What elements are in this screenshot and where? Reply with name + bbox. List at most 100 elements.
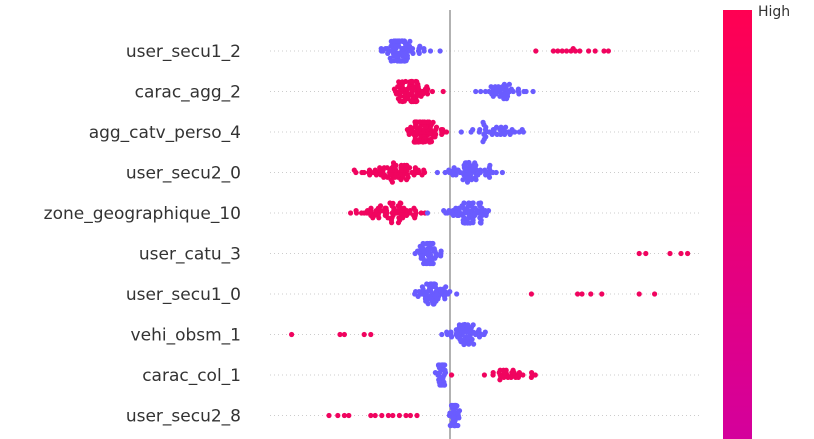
shap-point xyxy=(472,212,478,218)
shap-point xyxy=(443,284,449,290)
shap-point xyxy=(396,412,402,419)
shap-point xyxy=(529,370,535,376)
shap-point xyxy=(478,88,484,95)
grid-lines xyxy=(270,50,700,416)
shap-point xyxy=(403,78,409,85)
shap-point xyxy=(472,205,478,211)
shap-point xyxy=(427,281,434,287)
shap-point xyxy=(351,167,357,173)
shap-point xyxy=(439,382,445,388)
shap-point xyxy=(456,205,462,211)
shap-point xyxy=(476,327,482,333)
shap-point xyxy=(388,58,394,64)
shap-point xyxy=(487,162,493,168)
shap-point xyxy=(446,167,452,173)
shap-point xyxy=(471,341,477,347)
shap-point xyxy=(465,220,471,226)
shap-point xyxy=(403,412,409,419)
shap-point xyxy=(410,50,416,57)
shap-point xyxy=(533,48,539,54)
shap-point xyxy=(434,169,440,176)
shap-point xyxy=(438,253,444,259)
shap-point xyxy=(505,129,512,135)
feature-label: carac_agg_2 xyxy=(135,83,241,103)
shap-point xyxy=(404,212,410,218)
shap-point xyxy=(466,341,472,347)
shap-point xyxy=(408,124,414,130)
shap-point xyxy=(482,167,488,173)
shap-point xyxy=(530,88,536,95)
shap-point xyxy=(586,48,592,54)
shap-point xyxy=(377,203,384,209)
shap-point xyxy=(389,179,395,185)
colorbar xyxy=(723,10,752,439)
shap-point xyxy=(421,167,427,173)
shap-point xyxy=(592,48,598,54)
shap-point xyxy=(555,48,561,54)
shap-point xyxy=(373,172,379,178)
shap-point xyxy=(368,331,374,338)
shap-point xyxy=(559,48,565,54)
shap-point xyxy=(456,322,462,328)
shap-point xyxy=(348,210,354,216)
shap-point xyxy=(461,341,467,348)
shap-point xyxy=(412,215,418,221)
shap-point xyxy=(490,169,496,176)
shap-point xyxy=(376,215,382,221)
shap-point xyxy=(521,88,527,95)
shap-point xyxy=(477,127,483,133)
feature-label: user_secu2_8 xyxy=(126,407,241,427)
shap-point xyxy=(453,327,459,333)
shap-point xyxy=(421,46,427,52)
shap-point xyxy=(497,93,503,99)
shap-point xyxy=(516,91,522,97)
shap-point xyxy=(469,177,475,183)
shap-point xyxy=(423,260,429,267)
shap-point xyxy=(450,172,456,178)
shap-point xyxy=(455,167,461,173)
shap-point xyxy=(564,48,570,54)
shap-point xyxy=(395,84,401,90)
shap-point xyxy=(422,119,428,125)
shap-point xyxy=(667,250,673,257)
shap-point xyxy=(337,331,343,338)
shap-point xyxy=(378,46,384,52)
shap-point xyxy=(464,179,471,185)
shap-point xyxy=(461,200,467,206)
shap-point xyxy=(470,200,476,206)
shap-point xyxy=(429,88,435,95)
shap-point xyxy=(372,167,378,173)
shap-point xyxy=(409,78,415,85)
shap-point xyxy=(472,160,478,166)
shap-point xyxy=(394,208,400,214)
shap-point xyxy=(470,127,476,133)
shap-point xyxy=(513,374,519,380)
shap-point xyxy=(424,281,430,287)
shap-point xyxy=(414,412,420,419)
feature-label: user_secu2_0 xyxy=(126,164,241,184)
shap-point xyxy=(501,96,507,102)
shap-point xyxy=(393,162,399,168)
shap-point xyxy=(402,58,408,64)
shap-point xyxy=(478,200,484,206)
feature-label: carac_col_1 xyxy=(142,366,241,386)
shap-point xyxy=(450,212,456,218)
shap-point xyxy=(488,84,494,90)
shap-point xyxy=(411,172,417,178)
shap-point xyxy=(636,291,642,297)
shap-point xyxy=(601,48,607,54)
shap-point xyxy=(652,291,658,297)
shap-point xyxy=(519,127,525,133)
shap-point xyxy=(366,167,373,173)
shap-point xyxy=(405,96,411,102)
feature-label: user_secu1_0 xyxy=(126,285,241,305)
shap-point xyxy=(401,205,407,211)
shap-point xyxy=(399,98,406,105)
shap-point xyxy=(415,167,421,173)
shap-point xyxy=(466,200,472,206)
shap-point xyxy=(407,38,413,45)
shap-point xyxy=(431,281,437,287)
shap-point xyxy=(361,331,367,338)
shap-point xyxy=(588,291,594,297)
